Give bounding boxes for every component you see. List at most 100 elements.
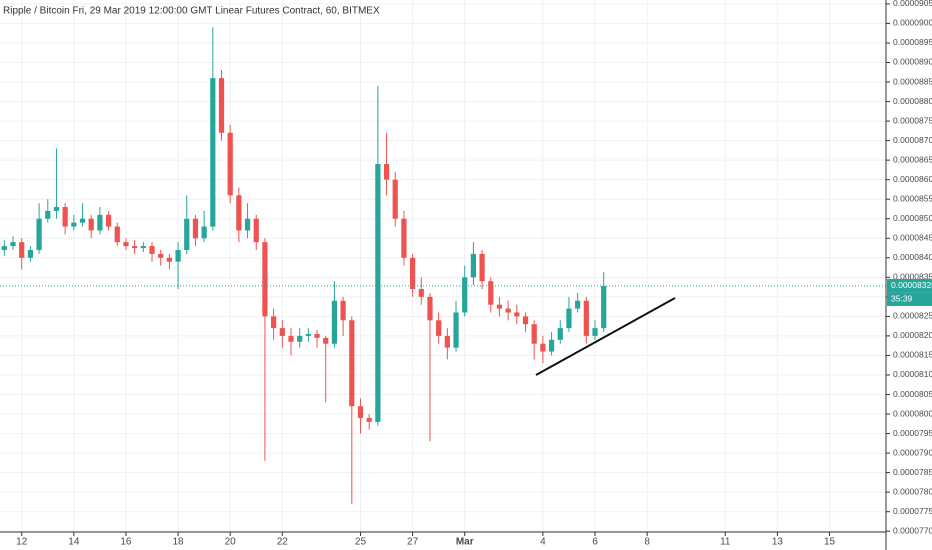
candle-body <box>479 253 485 282</box>
x-tick-label: 18 <box>173 537 185 548</box>
candle-body <box>314 333 320 338</box>
y-tick-label: 0.00009050 <box>893 0 932 8</box>
x-tick-label: 14 <box>68 537 80 548</box>
candle-body <box>166 257 172 262</box>
candle-body <box>253 218 259 243</box>
candle-body <box>88 218 94 231</box>
candle-body <box>531 324 537 344</box>
candle-body <box>184 218 190 250</box>
candle-body <box>262 242 268 317</box>
candle-body <box>210 78 216 227</box>
candle-body <box>583 300 589 336</box>
x-tick-label: 27 <box>407 537 419 548</box>
candle-body <box>1 246 7 250</box>
x-tick-label: 8 <box>644 537 650 548</box>
candle-body <box>297 335 303 342</box>
x-tick-label: Mar <box>456 537 474 548</box>
x-tick-label: 11 <box>720 537 731 548</box>
candle-body <box>271 316 277 329</box>
candle-body <box>592 328 598 336</box>
candle-body <box>114 226 120 243</box>
x-tick-label: 15 <box>824 537 836 548</box>
x-tick-label: 22 <box>277 537 289 548</box>
candle-body <box>45 210 51 219</box>
candle-body <box>401 218 407 258</box>
candle-body <box>279 328 285 336</box>
x-tick-label: 13 <box>772 537 784 548</box>
candle-body <box>53 207 60 211</box>
candle-body <box>105 214 112 227</box>
candle-body <box>218 78 225 133</box>
candle-body <box>436 320 442 336</box>
countdown-box <box>887 292 932 306</box>
candle-body <box>79 218 86 223</box>
chart-title: Ripple / Bitcoin Fri, 29 Mar 2019 12:00:… <box>3 6 380 17</box>
candle-body <box>557 328 563 340</box>
candle-body <box>340 300 346 321</box>
candle-body <box>19 242 25 258</box>
candle-body <box>10 242 16 247</box>
candle-body <box>375 164 381 422</box>
candle-body <box>522 316 529 325</box>
candle-body <box>236 195 242 231</box>
last-price-label: 0.00008328 <box>891 280 932 290</box>
candle-body <box>149 246 155 254</box>
x-tick-label: 25 <box>355 537 367 548</box>
candle-body <box>383 164 390 180</box>
candle-body <box>601 285 607 329</box>
candle-body <box>409 257 416 290</box>
x-tick-label: 6 <box>592 537 598 548</box>
x-tick-label: 16 <box>120 537 132 548</box>
candle-body <box>540 343 546 352</box>
candle-body <box>123 242 129 247</box>
candle-body <box>488 281 494 305</box>
candle-body <box>392 179 398 219</box>
x-tick-label: 4 <box>540 537 546 548</box>
x-tick-label: 20 <box>225 537 237 548</box>
candle-body <box>548 339 555 352</box>
countdown-label: 35:39 <box>891 294 913 304</box>
candle-body <box>288 335 294 342</box>
candle-body <box>514 312 520 317</box>
candle-body <box>71 222 77 227</box>
candle-body <box>453 312 459 348</box>
grid <box>0 0 886 532</box>
candle-body <box>496 304 503 309</box>
candle-body <box>357 406 364 418</box>
last-price-box <box>887 278 932 293</box>
candle-body <box>140 246 146 249</box>
candle-body <box>192 218 199 239</box>
trend-line[interactable] <box>535 297 676 376</box>
candle-body <box>175 249 181 262</box>
candle-body <box>331 300 338 344</box>
candles <box>0 27 886 504</box>
candle-body <box>201 226 207 239</box>
